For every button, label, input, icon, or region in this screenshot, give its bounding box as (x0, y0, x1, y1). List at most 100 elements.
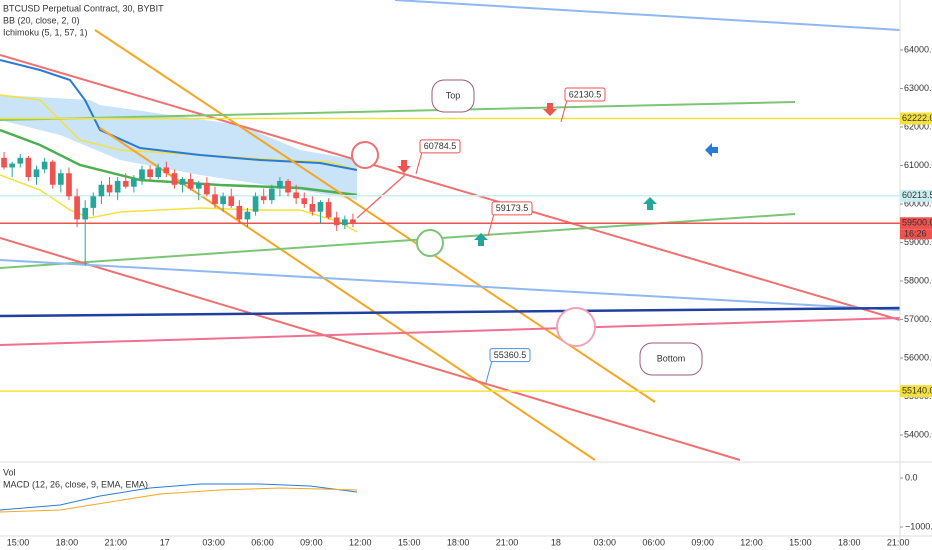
y-tick-label: 59000.0 (904, 237, 932, 247)
candle (25, 155, 32, 181)
candle (41, 157, 48, 174)
price-tag-label: 59500.0 (902, 218, 932, 228)
x-tick-label: 15:00 (398, 537, 421, 547)
candle (277, 177, 283, 197)
candle (9, 161, 16, 178)
trend-line (0, 54, 901, 321)
y-tick-label: 62000.0 (904, 121, 932, 131)
candle (309, 196, 316, 216)
x-tick-label: 15:00 (7, 537, 30, 547)
smiley (351, 141, 379, 169)
price-tag (900, 217, 932, 230)
candle-body (317, 202, 324, 212)
x-tick-label: 21:00 (887, 537, 910, 547)
candle (212, 186, 218, 208)
callout-box (564, 87, 606, 102)
candle-body (58, 173, 64, 185)
candle-body (98, 184, 105, 197)
x-tick-label: 18:00 (838, 537, 861, 547)
candle (350, 213, 356, 228)
candle (204, 177, 210, 197)
arrow-down (397, 160, 411, 173)
callout-box (489, 348, 531, 363)
candle-body (341, 219, 348, 226)
y-tick-label: 58000.0 (904, 275, 932, 285)
candle (333, 211, 340, 231)
x-tick-label: 03:00 (202, 537, 225, 547)
price-tag (900, 385, 932, 398)
x-tick-label: 06:00 (251, 537, 274, 547)
sub-pane-label: Vol (3, 467, 16, 477)
candle-body (155, 167, 162, 178)
candle (98, 180, 105, 205)
candle-body (122, 180, 129, 187)
callout-label: 59173.5 (496, 203, 529, 213)
candle (122, 173, 129, 189)
x-tick-label: 06:00 (642, 537, 665, 547)
candle (301, 192, 308, 208)
y-tick-label: 63000.0 (904, 83, 932, 93)
callout-pointer (487, 213, 495, 236)
candle-body (9, 163, 16, 168)
candle-body (285, 180, 291, 193)
y-tick-label: 61000.0 (904, 160, 932, 170)
trend-line (0, 317, 901, 346)
candle (82, 200, 89, 266)
candle-body (33, 169, 40, 178)
candle-body (244, 211, 251, 220)
candle-body (220, 196, 226, 205)
trend-line (0, 259, 901, 311)
candle (252, 192, 259, 216)
candle (228, 188, 235, 208)
macd-line (0, 483, 358, 511)
y2-tick-label: 0.0 (905, 472, 918, 482)
countdown-tag (900, 229, 932, 240)
callout-label: 55360.5 (494, 350, 527, 360)
candle (171, 169, 178, 189)
callout-pointer (485, 360, 493, 383)
trend-line (0, 213, 796, 269)
candle-body (228, 196, 235, 206)
candle (131, 175, 137, 193)
candle-body (1, 157, 7, 168)
candle-body (139, 169, 145, 179)
signal-line (0, 487, 358, 513)
x-tick-label: 12:00 (740, 537, 763, 547)
callout-pointer (415, 151, 423, 174)
callout-box (419, 139, 461, 154)
ichimoku-base (0, 59, 358, 171)
candle (74, 188, 80, 228)
price-tag (900, 189, 932, 202)
bb-basis (0, 128, 358, 197)
candle (244, 207, 251, 228)
price-tag-label: 60213.5 (902, 190, 932, 200)
candle-body (325, 202, 332, 218)
trend-line (0, 101, 796, 121)
candle (1, 152, 7, 170)
candle-body (171, 173, 178, 185)
callout-box (491, 201, 533, 216)
x-tick-label: 21:00 (496, 537, 519, 547)
countdown: 16:26 (904, 229, 927, 239)
bb-upper (0, 94, 358, 171)
candle (220, 192, 226, 212)
candle (147, 165, 153, 181)
candle-body (82, 207, 89, 220)
arrow-down (543, 103, 557, 116)
trend-line (0, 237, 741, 461)
candle-body (90, 196, 97, 208)
candle-body (236, 205, 243, 220)
candle-body (163, 167, 170, 174)
candle (179, 177, 186, 193)
indicator-label: Ichimoku (5, 1, 57, 1) (3, 27, 88, 37)
candle-body (350, 219, 356, 224)
y-tick-label: 57000.0 (904, 314, 932, 324)
note-bubble (639, 342, 703, 376)
x-tick-label: 21:00 (105, 537, 128, 547)
sub-pane-label: MACD (12, 26, close, 9, EMA, EMA) (3, 479, 148, 489)
candle (268, 184, 275, 205)
chart-title: BTCUSD Perpetual Contract, 30, BYBIT (3, 3, 164, 13)
candle-body (195, 182, 202, 189)
candle-body (309, 204, 316, 212)
